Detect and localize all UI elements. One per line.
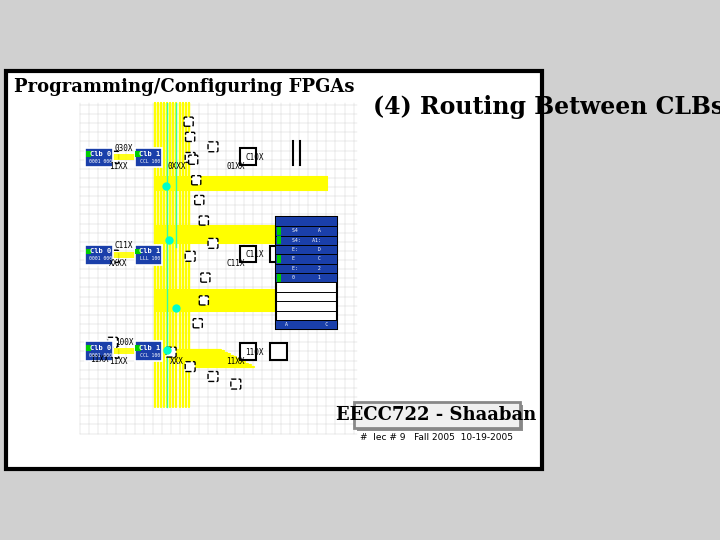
Bar	[276, 320, 337, 329]
Text: 11XX: 11XX	[89, 355, 108, 364]
FancyBboxPatch shape	[185, 362, 195, 372]
Bar	[135, 245, 162, 265]
FancyBboxPatch shape	[194, 195, 204, 205]
Text: CCL 100: CCL 100	[140, 159, 160, 164]
FancyBboxPatch shape	[231, 379, 240, 389]
Bar	[99, 154, 161, 160]
FancyBboxPatch shape	[184, 117, 193, 126]
Text: CCL 100: CCL 100	[140, 353, 160, 357]
FancyBboxPatch shape	[208, 239, 218, 248]
Bar	[276, 217, 337, 329]
FancyBboxPatch shape	[143, 151, 156, 164]
Bar	[135, 249, 140, 254]
Bar	[86, 345, 91, 350]
Bar	[85, 341, 112, 361]
Text: Clb 0: Clb 0	[90, 345, 111, 350]
FancyBboxPatch shape	[201, 273, 210, 282]
Bar	[276, 254, 337, 264]
Text: S4       A: S4 A	[292, 228, 321, 233]
FancyBboxPatch shape	[186, 132, 194, 141]
FancyBboxPatch shape	[166, 347, 176, 357]
Text: LLL 100: LLL 100	[140, 256, 160, 261]
Bar	[135, 147, 162, 167]
Bar	[276, 245, 337, 254]
Bar	[358, 404, 523, 431]
Bar	[276, 264, 337, 273]
Text: 0        1: 0 1	[292, 275, 321, 280]
Text: C11X: C11X	[114, 241, 133, 250]
FancyBboxPatch shape	[193, 319, 202, 328]
Text: E        C: E C	[292, 256, 321, 261]
Text: XXXX: XXXX	[109, 259, 127, 268]
FancyBboxPatch shape	[107, 151, 119, 164]
Bar	[135, 341, 162, 361]
Bar	[276, 273, 337, 282]
Bar	[135, 345, 140, 350]
Text: 01XX: 01XX	[227, 162, 245, 171]
Text: S4:    A1:: S4: A1:	[292, 238, 321, 242]
FancyBboxPatch shape	[107, 338, 117, 347]
Bar	[277, 237, 282, 244]
Text: 110X: 110X	[246, 348, 264, 356]
Bar	[240, 148, 256, 165]
Bar	[270, 343, 287, 360]
Bar	[354, 402, 520, 428]
Text: Clb 0: Clb 0	[90, 248, 111, 254]
Bar	[99, 252, 161, 258]
Text: Clb 1: Clb 1	[139, 151, 161, 157]
Bar	[270, 246, 287, 262]
Text: #  lec # 9   Fall 2005  10-19-2005: # lec # 9 Fall 2005 10-19-2005	[360, 433, 513, 442]
Text: (4) Routing Between CLBs: (4) Routing Between CLBs	[373, 95, 720, 119]
Text: 11XX: 11XX	[109, 357, 127, 366]
Text: XXX: XXX	[171, 357, 184, 366]
Text: C11X: C11X	[246, 250, 264, 259]
FancyBboxPatch shape	[143, 250, 156, 262]
Bar	[276, 226, 337, 235]
Text: 0001 000: 0001 000	[89, 256, 112, 261]
Text: 11XX: 11XX	[109, 162, 127, 171]
Bar	[277, 274, 282, 282]
Text: C11X: C11X	[227, 259, 245, 268]
Bar	[240, 246, 256, 262]
FancyBboxPatch shape	[208, 372, 218, 381]
Text: C10X: C10X	[246, 153, 264, 162]
FancyBboxPatch shape	[189, 155, 198, 164]
Text: 11XX: 11XX	[227, 357, 245, 366]
Text: Programming/Configuring FPGAs: Programming/Configuring FPGAs	[14, 78, 354, 96]
FancyBboxPatch shape	[143, 346, 156, 358]
Text: 0001 000: 0001 000	[89, 159, 112, 164]
Bar	[85, 147, 112, 167]
Bar	[277, 227, 282, 235]
Bar	[86, 249, 91, 254]
Bar	[86, 151, 91, 157]
Bar	[276, 217, 337, 226]
Text: 0XXX: 0XXX	[168, 162, 186, 171]
Text: Clb 1: Clb 1	[139, 345, 161, 350]
FancyBboxPatch shape	[199, 296, 208, 305]
Text: Clb 1: Clb 1	[139, 248, 161, 254]
Bar	[135, 151, 140, 157]
Bar	[99, 348, 161, 354]
FancyBboxPatch shape	[107, 250, 119, 262]
FancyBboxPatch shape	[208, 142, 218, 152]
FancyBboxPatch shape	[185, 251, 195, 261]
Text: 030X: 030X	[114, 144, 133, 153]
Text: 100X: 100X	[114, 338, 133, 347]
FancyBboxPatch shape	[199, 216, 208, 225]
Text: Clb 0: Clb 0	[90, 151, 111, 157]
Text: 0001 000: 0001 000	[89, 353, 112, 357]
Text: E:       D: E: D	[292, 247, 321, 252]
Bar	[276, 235, 337, 245]
FancyBboxPatch shape	[192, 176, 201, 185]
Text: A             C: A C	[285, 322, 328, 327]
Text: E:       2: E: 2	[292, 266, 321, 271]
Bar	[240, 343, 256, 360]
Bar	[277, 255, 282, 263]
Text: EECC722 - Shaaban: EECC722 - Shaaban	[336, 406, 536, 424]
Bar	[85, 245, 112, 265]
FancyBboxPatch shape	[107, 346, 119, 358]
FancyBboxPatch shape	[185, 152, 195, 163]
